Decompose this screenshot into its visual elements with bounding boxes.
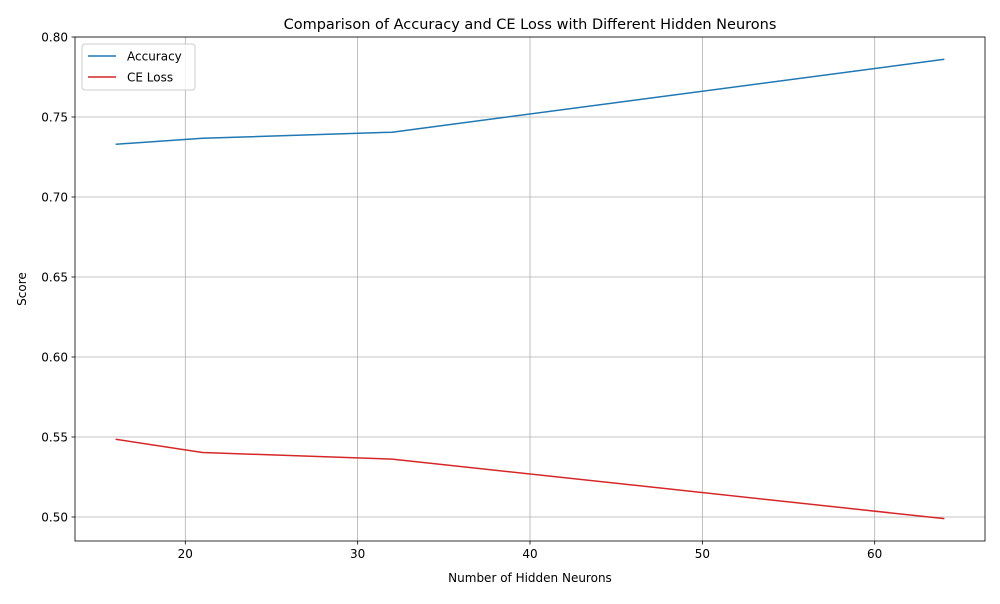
y-tick-label: 0.70 xyxy=(41,191,68,205)
y-axis-label: Score xyxy=(15,272,29,306)
y-tick-label: 0.55 xyxy=(41,431,68,445)
y-tick-label: 0.80 xyxy=(41,31,68,45)
x-tick-label: 30 xyxy=(350,547,365,561)
y-tick-label: 0.50 xyxy=(41,511,68,525)
x-tick-label: 50 xyxy=(695,547,710,561)
series-line-accuracy xyxy=(115,58,945,145)
x-axis-ticks: 20 30 40 50 60 xyxy=(178,541,882,561)
legend: Accuracy CE Loss xyxy=(81,43,196,91)
y-tick-label: 0.60 xyxy=(41,351,68,365)
x-tick-label: 60 xyxy=(867,547,882,561)
series-lines xyxy=(115,58,945,520)
series-line-ce-loss xyxy=(115,438,945,520)
y-tick-label: 0.65 xyxy=(41,271,68,285)
y-tick-label: 0.75 xyxy=(41,111,68,125)
grid xyxy=(75,36,985,541)
legend-label: CE Loss xyxy=(127,71,173,85)
x-axis-label: Number of Hidden Neurons xyxy=(448,571,612,585)
legend-label: Accuracy xyxy=(127,50,182,64)
chart-title: Comparison of Accuracy and CE Loss with … xyxy=(284,17,777,33)
x-tick-label: 20 xyxy=(178,547,193,561)
y-axis-ticks: 0.50 0.55 0.60 0.65 0.70 0.75 0.80 xyxy=(41,31,75,525)
x-tick-label: 40 xyxy=(522,547,537,561)
